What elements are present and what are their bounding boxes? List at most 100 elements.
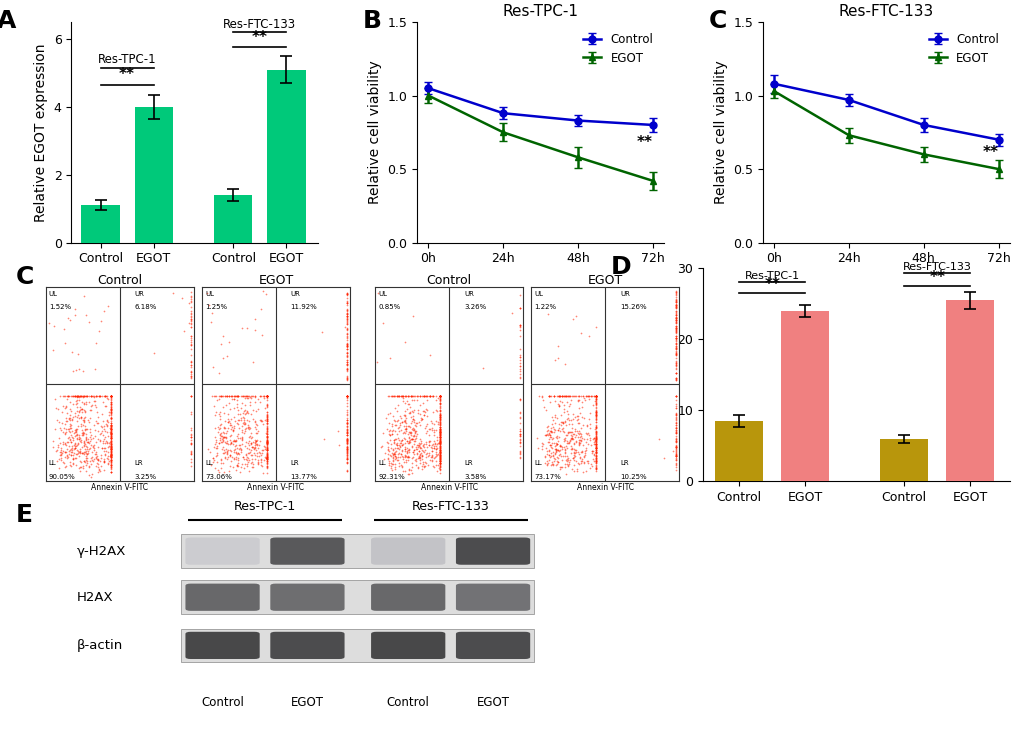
Point [588,407,604,419]
Point [432,426,448,438]
Point [97,448,113,460]
Point [338,390,355,402]
Point [257,443,273,455]
Point [216,415,232,427]
Title: Res-TPC-1: Res-TPC-1 [502,4,578,20]
Point [222,413,238,425]
Point [224,436,240,448]
Point [99,420,115,432]
Point [561,390,578,401]
Point [429,392,445,404]
Point [259,453,275,465]
Point [90,433,106,445]
Point [543,411,559,423]
Point [103,426,119,438]
Point [432,390,448,401]
Point [587,435,603,447]
Point [212,429,228,440]
Point [551,395,568,406]
Point [103,390,119,401]
Point [90,411,106,423]
Point [540,433,556,445]
Text: 73.17%: 73.17% [534,473,560,480]
Point [432,426,448,437]
Point [396,390,413,401]
Point [389,406,406,417]
Point [667,306,684,318]
Point [432,430,448,442]
Point [432,446,448,458]
Point [588,391,604,403]
Point [103,447,119,459]
Point [228,446,245,458]
Point [432,424,448,436]
Point [227,390,244,401]
Point [432,455,448,467]
Point [551,425,568,437]
Point [581,407,597,419]
Point [561,434,578,446]
Point [432,453,448,465]
FancyBboxPatch shape [455,632,530,659]
Point [667,347,684,359]
Point [77,452,94,464]
Point [432,398,448,410]
Point [103,420,119,431]
Point [230,390,247,401]
Point [103,445,119,456]
Point [393,450,410,462]
Point [103,451,119,462]
Point [79,423,96,434]
Point [48,445,64,456]
Point [667,309,684,320]
Text: 1.52%: 1.52% [49,304,71,310]
Point [259,460,275,472]
Point [233,390,250,401]
Point [386,437,403,449]
Point [240,456,257,468]
Point [235,451,252,463]
Point [542,426,558,437]
Point [542,429,558,441]
Point [103,442,119,454]
Point [396,390,413,401]
Point [103,445,119,456]
Point [338,371,355,383]
Point [512,330,528,342]
Point [562,426,579,438]
Point [228,390,245,401]
Point [338,312,355,324]
Point [259,451,275,463]
Point [369,287,385,299]
Point [400,465,417,476]
Point [259,438,275,450]
Point [545,437,561,449]
Point [250,458,266,470]
Point [573,412,589,423]
Point [512,321,528,333]
Point [338,415,355,426]
Point [103,443,119,455]
Point [432,434,448,445]
Point [219,350,235,362]
Point [396,409,413,421]
Point [404,452,420,464]
Point [103,431,119,442]
Point [207,422,223,434]
Point [667,317,684,329]
Point [182,286,199,298]
Point [82,431,98,443]
Point [338,437,355,449]
Point [259,408,275,420]
Point [259,430,275,442]
Point [388,390,405,401]
Point [253,448,269,459]
Point [218,399,234,411]
Point [667,367,684,379]
Point [432,441,448,453]
Point [338,441,355,453]
Point [84,471,100,483]
Point [259,453,275,465]
Point [50,440,66,451]
Point [220,444,236,456]
